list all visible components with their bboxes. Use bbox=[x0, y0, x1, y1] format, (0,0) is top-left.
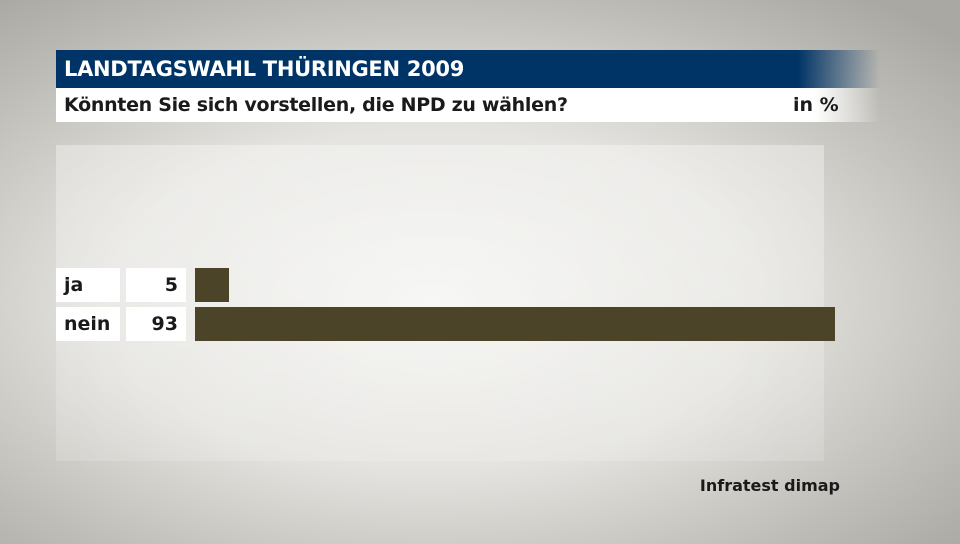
chart-subtitle: Könnten Sie sich vorstellen, die NPD zu … bbox=[64, 94, 568, 116]
bar-0 bbox=[195, 268, 230, 302]
source-label: Infratest dimap bbox=[699, 476, 840, 495]
subtitle-bar: Könnten Sie sich vorstellen, die NPD zu … bbox=[56, 88, 880, 122]
chart-title: LANDTAGSWAHL THÜRINGEN 2009 bbox=[64, 57, 465, 81]
value-label-1: 93 bbox=[126, 307, 186, 341]
category-label-0: ja bbox=[56, 268, 120, 302]
bar-1 bbox=[195, 307, 835, 341]
unit-label: in % bbox=[793, 94, 839, 116]
category-label-1: nein bbox=[56, 307, 120, 341]
value-label-0: 5 bbox=[126, 268, 186, 302]
title-bar: LANDTAGSWAHL THÜRINGEN 2009 bbox=[56, 50, 880, 88]
plot-area bbox=[56, 145, 824, 461]
